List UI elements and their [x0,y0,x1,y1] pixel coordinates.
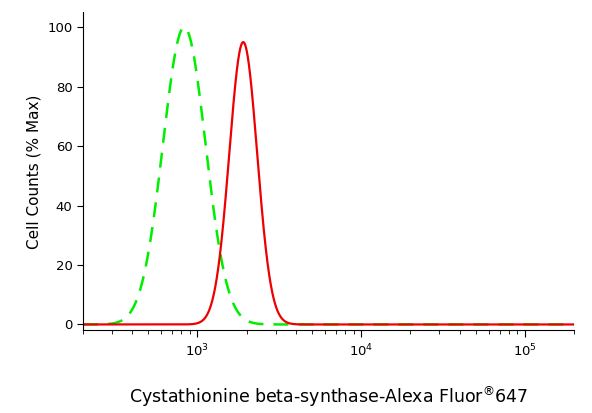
Y-axis label: Cell Counts (% Max): Cell Counts (% Max) [27,94,41,249]
Text: Cystathionine beta-synthase-Alexa Fluor$^{\circledR}$647: Cystathionine beta-synthase-Alexa Fluor$… [129,385,528,409]
